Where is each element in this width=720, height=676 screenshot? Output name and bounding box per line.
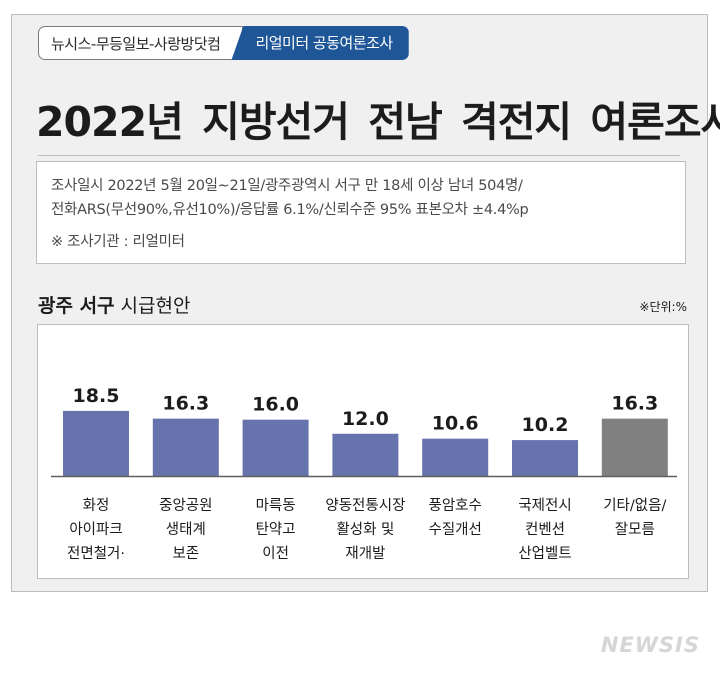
section-title-topic: 시급현안 — [120, 295, 191, 317]
chart-section-title: 광주 서구 시급현안 — [38, 291, 190, 318]
value-label-5: 10.6 — [432, 413, 479, 435]
category-label-7: 기타/없음/잘모름 — [603, 497, 666, 538]
survey-info-line-1: 조사일시 2022년 5월 20일∼21일/광주광역시 서구 만 18세 이상 … — [51, 178, 523, 194]
value-label-7: 16.3 — [611, 393, 658, 415]
unit-note: ※단위:% — [639, 300, 687, 314]
page-title: 2022년 지방선거 전남 격전지 여론조사 — [36, 98, 720, 146]
value-label-4: 12.0 — [342, 408, 389, 430]
bar-4 — [332, 433, 399, 476]
value-label-2: 16.3 — [162, 393, 209, 415]
bar-3 — [242, 419, 309, 476]
value-label-6: 10.2 — [522, 414, 569, 436]
category-label-2: 중앙공원 생태계 보존 — [159, 497, 212, 562]
infographic-panel: 뉴시스-무등일보-사랑방닷컴 리얼미터 공동여론조사 2022년 지방선거 전남… — [11, 14, 720, 592]
source-left-tab: 뉴시스-무등일보-사랑방닷컴 — [38, 26, 244, 60]
value-label-1: 18.5 — [73, 385, 120, 407]
category-label-5: 풍암호수 수질개선 — [429, 497, 482, 538]
survey-info-line-2: 전화ARS(무선90%,유선10%)/응답률 6.1%/신뢰수준 95% 표본오… — [51, 202, 529, 218]
survey-info-box: 조사일시 2022년 5월 20일∼21일/광주광역시 서구 만 18세 이상 … — [36, 161, 686, 264]
title-divider — [38, 155, 680, 156]
category-label-6: 국제전시컨벤션산업벨트육성 — [518, 497, 571, 569]
bar-1 — [63, 410, 129, 476]
source-tabs: 뉴시스-무등일보-사랑방닷컴 리얼미터 공동여론조사 — [38, 26, 409, 60]
value-label-3: 16.0 — [252, 394, 299, 416]
bar-2 — [152, 418, 219, 476]
bar-6 — [512, 440, 578, 476]
newsis-watermark: NEWSIS — [600, 633, 700, 657]
bar-7 — [601, 418, 668, 476]
bar-5 — [422, 438, 489, 476]
source-right-tab: 리얼미터 공동여론조사 — [231, 26, 409, 60]
category-label-4: 양동전통시장 활성화 및 재개발 — [325, 497, 405, 562]
survey-agency-line: ※ 조사기관 : 리얼미터 — [51, 234, 185, 250]
section-title-region: 광주 서구 — [38, 295, 115, 317]
category-label-3: 마륵동 탄약고 이전 — [256, 497, 296, 562]
